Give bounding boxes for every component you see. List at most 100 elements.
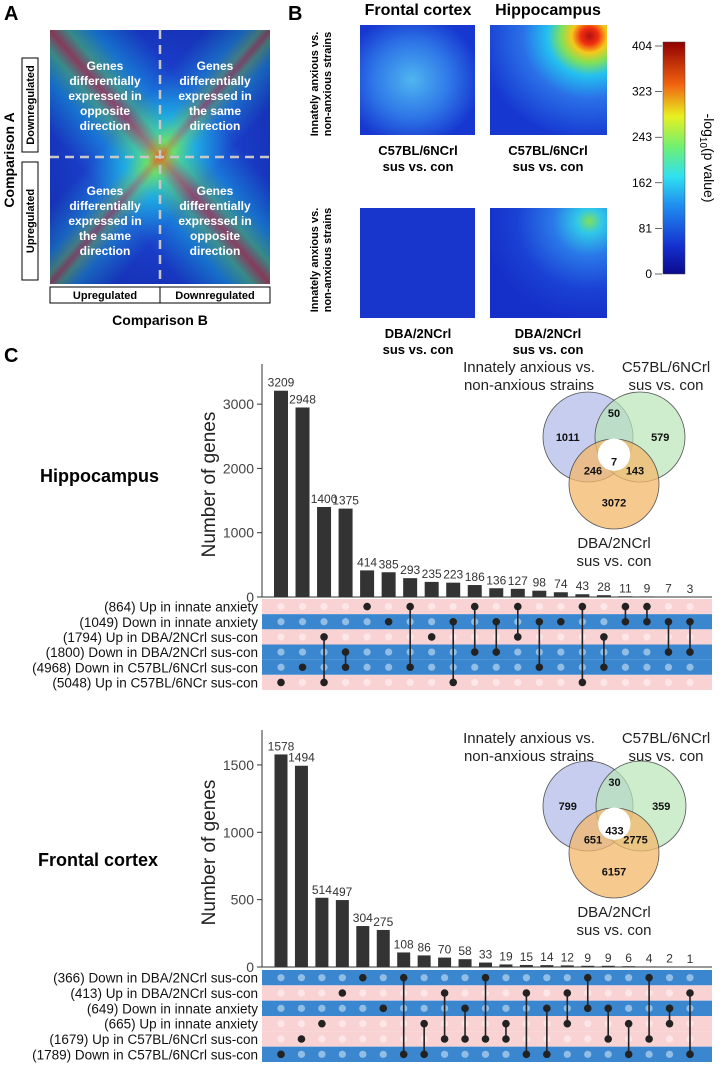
matrix-dot-active bbox=[583, 973, 592, 982]
quadrant-text: Genes bbox=[197, 59, 234, 73]
matrix-dot-active bbox=[384, 617, 393, 626]
matrix-dot-inactive bbox=[298, 602, 307, 611]
bar bbox=[417, 955, 431, 967]
bar bbox=[575, 594, 590, 597]
matrix-dot-inactive bbox=[341, 602, 350, 611]
matrix-dot-active bbox=[298, 663, 307, 672]
bar bbox=[274, 754, 288, 967]
matrix-row-band bbox=[262, 985, 712, 1001]
matrix-dot-active bbox=[664, 617, 673, 626]
matrix-dot-inactive bbox=[277, 633, 285, 641]
set-label: (665) Up in innate anxiety bbox=[104, 1017, 258, 1032]
matrix-dot-inactive bbox=[363, 663, 371, 671]
bar-value-label: 7 bbox=[665, 582, 672, 596]
matrix-dot-active bbox=[399, 973, 408, 982]
caption-frontal-dba-l1: DBA/2NCrl bbox=[385, 326, 451, 341]
matrix-dot-inactive bbox=[298, 648, 307, 656]
matrix-dot-inactive bbox=[420, 974, 428, 982]
bar-value-label: 1494 bbox=[288, 751, 315, 765]
bar-value-label: 2 bbox=[666, 952, 673, 966]
quadrant-text: expressed in bbox=[178, 214, 251, 228]
matrix-dot-active bbox=[686, 648, 694, 656]
bar bbox=[499, 964, 513, 967]
quadrant-text: Genes bbox=[197, 184, 234, 198]
matrix-row-band bbox=[262, 659, 712, 675]
panel-a-heatmap bbox=[50, 30, 270, 284]
upset-ylabel: Number of genes bbox=[199, 412, 220, 558]
matrix-dot-inactive bbox=[297, 989, 306, 997]
matrix-dot-inactive bbox=[363, 678, 371, 687]
row-label-box-down bbox=[21, 57, 39, 153]
bar bbox=[519, 964, 533, 967]
matrix-dot-active bbox=[578, 602, 587, 611]
matrix-row-band bbox=[262, 1046, 712, 1062]
bar-value-label: 86 bbox=[417, 940, 431, 954]
venn-center bbox=[598, 807, 631, 840]
quadrant-text: direction bbox=[190, 244, 241, 258]
matrix-dot-inactive bbox=[363, 633, 371, 641]
bar bbox=[315, 897, 329, 967]
matrix-dot-active bbox=[363, 602, 371, 611]
matrix-dot-active bbox=[513, 633, 522, 641]
venn-count: 579 bbox=[651, 432, 669, 444]
bar bbox=[338, 508, 353, 597]
matrix-dot-active bbox=[341, 648, 350, 656]
matrix-dot-active bbox=[645, 973, 653, 982]
quadrant-text: differentially bbox=[179, 199, 251, 213]
matrix-dot-inactive bbox=[359, 1004, 367, 1012]
matrix-dot-inactive bbox=[363, 648, 371, 656]
matrix-dot-inactive bbox=[604, 1050, 612, 1058]
matrix-dot-inactive bbox=[379, 974, 387, 982]
bar-value-label: 9 bbox=[584, 951, 591, 965]
bar-value-label: 235 bbox=[422, 567, 442, 581]
quadrant-text: differentially bbox=[179, 74, 251, 88]
quadrant-text: expressed in bbox=[178, 89, 251, 103]
matrix-dot-inactive bbox=[600, 602, 608, 611]
matrix-dot-active bbox=[583, 1004, 592, 1013]
venn-count: 799 bbox=[559, 801, 577, 813]
colorbar-tick: 404 bbox=[632, 39, 652, 53]
bar-value-label: 98 bbox=[533, 576, 547, 590]
matrix-dot-inactive bbox=[428, 663, 436, 671]
bar-value-label: 1400 bbox=[311, 492, 338, 506]
bar-value-label: 12 bbox=[561, 950, 575, 964]
caption-hippo-c57-l1: C57BL/6NCrl bbox=[508, 143, 587, 158]
matrix-dot-inactive bbox=[297, 1050, 306, 1058]
matrix-dot-inactive bbox=[514, 648, 522, 656]
venn-count: 433 bbox=[605, 826, 623, 838]
matrix-dot-inactive bbox=[277, 602, 285, 611]
bar bbox=[295, 407, 310, 597]
matrix-dot-active bbox=[470, 648, 479, 656]
matrix-dot-inactive bbox=[621, 648, 630, 656]
matrix-dot-inactive bbox=[621, 678, 630, 687]
matrix-dot-active bbox=[600, 633, 608, 641]
quadrant-text: Genes bbox=[87, 184, 124, 198]
matrix-dot-inactive bbox=[297, 1020, 306, 1028]
venn-label-innate: Innately anxious vs. bbox=[463, 359, 595, 376]
matrix-dot-active bbox=[557, 617, 565, 626]
matrix-dot-active bbox=[535, 663, 544, 672]
bar-value-label: 108 bbox=[394, 937, 414, 951]
panel-label-a: A bbox=[4, 3, 18, 25]
matrix-dot-inactive bbox=[502, 1050, 510, 1058]
bar bbox=[360, 570, 375, 597]
venn-label-c57: C57BL/6NCrl bbox=[622, 730, 710, 747]
matrix-dot-inactive bbox=[338, 1004, 346, 1012]
bar bbox=[438, 957, 452, 967]
venn-count: 7 bbox=[611, 457, 617, 469]
quadrant-text: Genes bbox=[87, 59, 124, 73]
y-tick-label: 3000 bbox=[223, 396, 254, 412]
matrix-dot-inactive bbox=[686, 974, 694, 982]
caption-hippo-dba-l2: sus vs. con bbox=[513, 342, 584, 357]
matrix-dot-inactive bbox=[643, 663, 651, 671]
matrix-dot-inactive bbox=[461, 1050, 469, 1058]
upset-ylabel: Number of genes bbox=[199, 780, 220, 926]
venn-count: 246 bbox=[584, 466, 602, 478]
matrix-dot-inactive bbox=[543, 989, 551, 997]
caption-hippo-c57-l2: sus vs. con bbox=[513, 159, 584, 174]
bar-value-label: 28 bbox=[597, 580, 611, 594]
matrix-dot-inactive bbox=[338, 1035, 346, 1043]
bar bbox=[622, 966, 636, 967]
venn-count: 2775 bbox=[623, 835, 647, 847]
matrix-dot-inactive bbox=[522, 974, 531, 982]
